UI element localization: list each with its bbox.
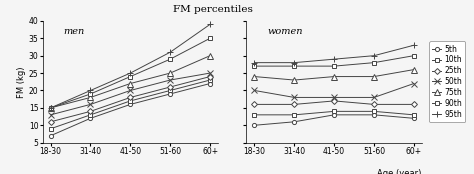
Y-axis label: FM (kg): FM (kg) <box>17 66 26 98</box>
Text: women: women <box>267 27 303 36</box>
Text: men: men <box>64 27 85 36</box>
Text: FM percentiles: FM percentiles <box>173 5 253 14</box>
Text: Age (year): Age (year) <box>377 169 422 174</box>
Legend: 5th, 10th, 25th, 50th, 75th, 90th, 95th: 5th, 10th, 25th, 50th, 75th, 90th, 95th <box>429 41 465 122</box>
